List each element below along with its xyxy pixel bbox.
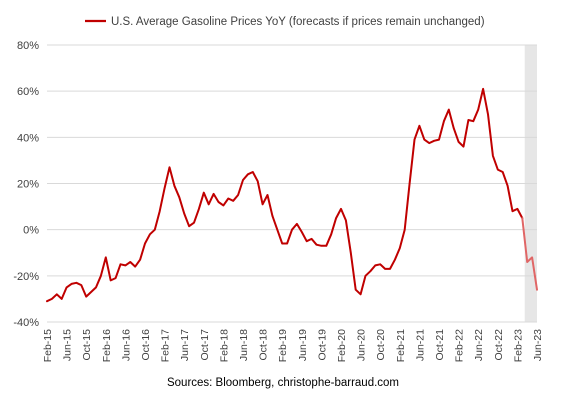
- x-tick-label: Jun-16: [120, 329, 132, 361]
- x-tick-label: Jun-18: [238, 329, 250, 361]
- x-tick-label: Feb-18: [218, 329, 230, 362]
- y-tick-label: -20%: [13, 271, 39, 283]
- x-axis-ticks: Feb-15 Jun-15 Oct-15 Feb-16 Jun-16 Oct-16 Feb-…: [42, 329, 544, 362]
- x-tick-label: Oct-18: [258, 329, 270, 361]
- x-tick-label: Feb-20: [336, 329, 348, 362]
- y-tick-label: 0%: [23, 225, 39, 237]
- x-tick-label: Feb-22: [454, 329, 466, 362]
- series-lines: [46, 87, 538, 303]
- x-tick-label: Feb-23: [512, 329, 524, 362]
- x-tick-label: Jun-23: [532, 329, 544, 361]
- x-tick-label: Feb-15: [42, 329, 54, 362]
- series-forecast-line: [521, 217, 538, 291]
- x-tick-label: Feb-16: [101, 329, 113, 362]
- x-tick-label: Oct-17: [199, 329, 211, 361]
- x-tick-label: Oct-21: [434, 329, 446, 361]
- y-axis-ticks: -40% -20% 0% 20% 40% 60% 80%: [13, 40, 39, 329]
- x-tick-label: Jun-19: [297, 329, 309, 361]
- legend: U.S. Average Gasoline Prices YoY (foreca…: [85, 16, 485, 28]
- y-tick-label: 80%: [17, 40, 39, 52]
- legend-label: U.S. Average Gasoline Prices YoY (foreca…: [111, 16, 485, 28]
- x-tick-label: Jun-15: [62, 329, 74, 361]
- x-tick-label: Oct-15: [81, 329, 93, 361]
- x-tick-label: Jun-22: [473, 329, 485, 361]
- x-tick-label: Feb-21: [395, 329, 407, 362]
- x-tick-label: Feb-19: [277, 329, 289, 362]
- x-tick-label: Oct-22: [493, 329, 505, 361]
- gridlines: [47, 44, 537, 323]
- x-tick-label: Oct-20: [375, 329, 387, 361]
- y-tick-label: 40%: [17, 132, 39, 144]
- x-tick-label: Jun-20: [356, 329, 368, 361]
- y-tick-label: 60%: [17, 86, 39, 98]
- x-tick-label: Feb-17: [160, 329, 172, 362]
- x-tick-label: Oct-19: [316, 329, 328, 361]
- source-note: Sources: Bloomberg, christophe-barraud.c…: [167, 377, 399, 389]
- x-tick-label: Jun-21: [414, 329, 426, 361]
- y-tick-label: 20%: [17, 179, 39, 191]
- x-tick-label: Jun-17: [179, 329, 191, 361]
- x-tick-label: Oct-16: [140, 329, 152, 361]
- y-tick-label: -40%: [13, 317, 39, 329]
- series-line: [46, 87, 524, 303]
